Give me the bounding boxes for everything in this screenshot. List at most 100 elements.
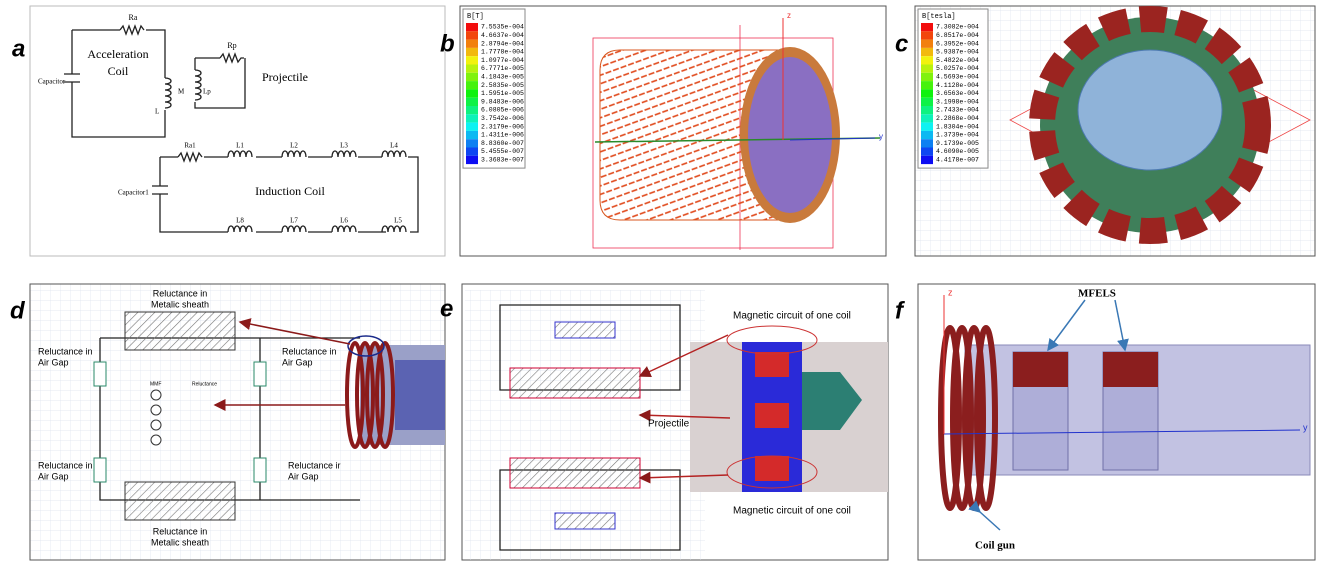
label: Acceleration [87, 47, 148, 61]
legend-swatch [921, 40, 933, 48]
label: Reluctance in [38, 460, 93, 470]
legend-swatch [921, 23, 933, 31]
legend-swatch [921, 73, 933, 81]
label: 1.7778e-004 [481, 49, 524, 56]
label: Reluctance [192, 381, 217, 387]
label: 5.4822e-004 [936, 57, 979, 64]
label: 7.5535e-004 [481, 24, 524, 31]
sheath-top [125, 312, 235, 350]
legend-swatch [466, 23, 478, 31]
label: Air Gap [38, 357, 69, 367]
label: L3 [340, 142, 348, 150]
label: a [12, 35, 25, 62]
label: M [178, 88, 185, 96]
label: 2.7433e-004 [936, 107, 979, 114]
label: Capacitor [38, 78, 66, 86]
legend-swatch [921, 106, 933, 114]
label: 1.8304e-004 [936, 123, 979, 130]
label: f [895, 297, 905, 324]
label: 8.8360e-007 [481, 140, 524, 147]
label: Projectile [648, 419, 690, 430]
label: L5 [394, 217, 402, 225]
label: Rp [227, 41, 236, 50]
label: Capacitor1 [118, 189, 149, 197]
ring-inner [1078, 50, 1222, 170]
legend-swatch [921, 56, 933, 64]
legend-swatch [466, 131, 478, 139]
label: Air Gap [288, 471, 319, 481]
legend-swatch [921, 48, 933, 56]
label: 1.3739e-004 [936, 132, 979, 139]
legend-swatch [921, 81, 933, 89]
legend-swatch [466, 139, 478, 147]
label: Projectile [262, 70, 308, 84]
label: 3.6563e-004 [936, 90, 979, 97]
legend-swatch [921, 114, 933, 122]
label: y [1303, 422, 1308, 432]
gap [555, 322, 615, 338]
label: z [948, 287, 953, 297]
label: L4 [390, 142, 398, 150]
label: Induction Coil [255, 184, 325, 198]
label: Coil gun [975, 540, 1015, 552]
label: Reluctance in [38, 346, 93, 356]
gap [555, 513, 615, 529]
sheath [510, 458, 640, 488]
label: B[T] [467, 13, 484, 21]
label: Magnetic circuit of one coil [733, 506, 851, 517]
label: 4.1843e-005 [481, 74, 524, 81]
label: 6.0805e-006 [481, 107, 524, 114]
label: 5.9387e-004 [936, 49, 979, 56]
legend-swatch [921, 89, 933, 97]
label: L2 [290, 142, 298, 150]
legend-swatch [921, 31, 933, 39]
legend-swatch [466, 123, 478, 131]
sheath [510, 368, 640, 398]
legend-swatch [921, 131, 933, 139]
label: 3.7542e-006 [481, 115, 524, 122]
label: 9.1739e-005 [936, 140, 979, 147]
legend-swatch [466, 98, 478, 106]
legend-swatch [921, 139, 933, 147]
legend-swatch [466, 89, 478, 97]
label: 6.8517e-004 [936, 32, 979, 39]
label: Reluctance in [282, 346, 337, 356]
label: 4.4178e-007 [936, 157, 979, 164]
mfels-winding [1103, 352, 1158, 387]
label: Reluctance in [153, 288, 208, 298]
label: Magnetic circuit of one coil [733, 311, 851, 322]
label: 1.0977e-004 [481, 57, 524, 64]
label: 4.5693e-004 [936, 74, 979, 81]
label: 6.7771e-005 [481, 65, 524, 72]
mfels-winding [1013, 352, 1068, 387]
page: { "panel_a": {"letter": "a", "ra": "Ra",… [0, 0, 1319, 562]
label: Air Gap [38, 471, 69, 481]
coil-face [748, 57, 832, 213]
label: 9.8483e-006 [481, 98, 524, 105]
legend-swatch [466, 73, 478, 81]
label: 4.6637e-004 [481, 32, 524, 39]
legend-swatch [466, 48, 478, 56]
label: 5.4555e-007 [481, 148, 524, 155]
legend-swatch [466, 65, 478, 73]
label: Lp [203, 88, 211, 96]
legend-swatch [466, 106, 478, 114]
label: z [787, 11, 791, 20]
label: MFELS [1078, 288, 1116, 300]
legend-swatch [466, 31, 478, 39]
label: b [440, 30, 455, 57]
label: d [10, 297, 26, 324]
label: 1.4311e-006 [481, 132, 524, 139]
label: MMF [150, 381, 161, 387]
label: Air Gap [282, 357, 313, 367]
label: y [879, 132, 883, 141]
label: Metalic sheath [151, 537, 209, 547]
label: L1 [236, 142, 244, 150]
label: e [440, 295, 453, 322]
legend-swatch [466, 81, 478, 89]
legend-swatch [921, 148, 933, 156]
winding [755, 403, 789, 428]
label: Coil [108, 64, 129, 78]
legend-swatch [466, 40, 478, 48]
label: 3.3683e-007 [481, 157, 524, 164]
